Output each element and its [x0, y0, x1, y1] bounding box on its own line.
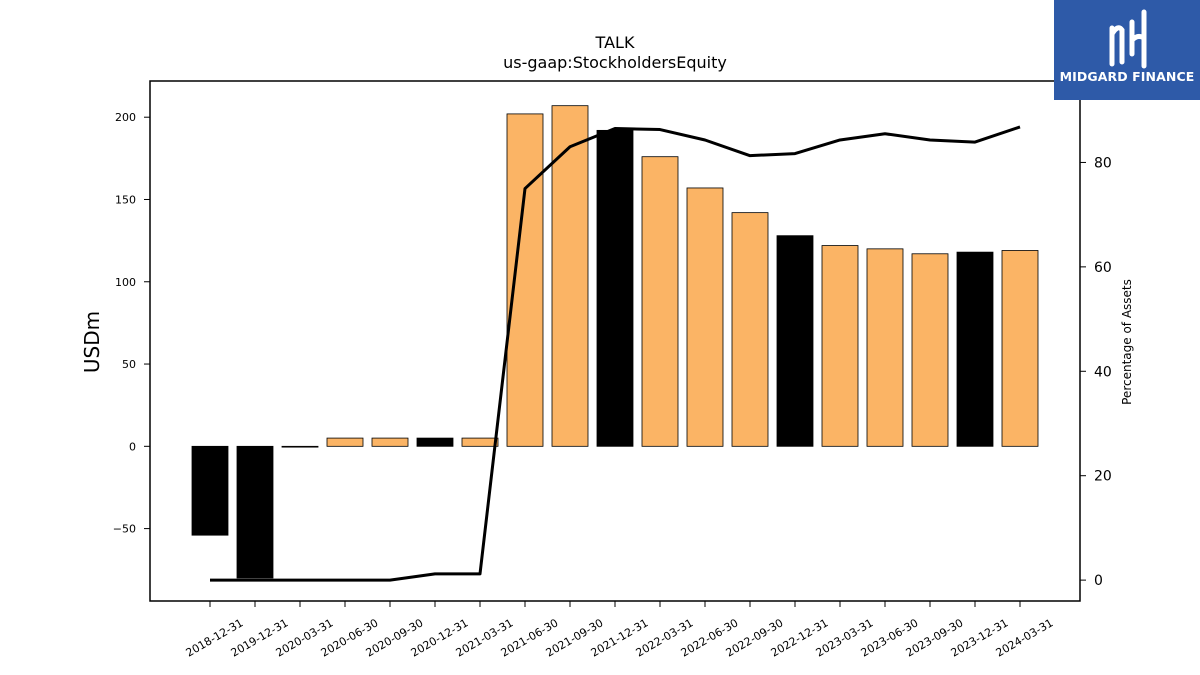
bar-2022-06-30 — [686, 187, 724, 447]
chart-title: TALK — [595, 33, 635, 52]
bar-2020-03-31 — [281, 445, 319, 448]
bar-2021-03-31 — [461, 437, 499, 447]
y-tick-label: 50 — [122, 358, 136, 371]
chart-subtitle: us-gaap:StockholdersEquity — [503, 53, 727, 72]
bar-2022-03-31 — [641, 156, 679, 447]
bar-2020-09-30 — [371, 437, 409, 447]
bar-2018-12-31 — [191, 445, 229, 536]
bar-2021-12-31 — [596, 129, 634, 447]
bar-2020-06-30 — [326, 437, 364, 447]
y2-tick-label: 60 — [1094, 260, 1112, 276]
bar-2022-12-31 — [776, 235, 814, 447]
y2-tick-label: 80 — [1094, 155, 1112, 171]
bar-2023-12-31 — [956, 251, 994, 447]
bar-2020-12-31 — [416, 437, 454, 447]
y-tick-label: 200 — [115, 111, 136, 124]
bar-2021-09-30 — [551, 105, 589, 447]
bar-2021-06-30 — [506, 113, 544, 447]
bar-2023-09-30 — [911, 253, 949, 447]
y-tick-label: 100 — [115, 276, 136, 289]
y-tick-label: −50 — [113, 523, 136, 536]
y2-tick-label: 0 — [1094, 573, 1103, 589]
bar-2024-03-31 — [1001, 250, 1039, 447]
y-tick-label: 0 — [129, 440, 136, 453]
bar-2023-03-31 — [821, 245, 859, 447]
bar-2023-06-30 — [866, 248, 904, 447]
logo-mark-icon — [1109, 9, 1147, 69]
bar-2022-09-30 — [731, 212, 769, 447]
plot-frame — [149, 80, 1081, 602]
percentage-of-assets-line — [210, 125, 1021, 582]
y-tick-label: 150 — [115, 193, 136, 206]
y2-tick-label: 20 — [1094, 469, 1112, 485]
y-axis-label: USDm — [80, 311, 104, 373]
y2-tick-label: 40 — [1094, 364, 1112, 380]
logo-text: MIDGARD FINANCE — [1059, 69, 1195, 84]
bar-2019-12-31 — [236, 445, 274, 579]
midgard-finance-logo: MIDGARD FINANCE — [1054, 0, 1200, 100]
y2-axis-label: Percentage of Assets — [1120, 279, 1134, 405]
